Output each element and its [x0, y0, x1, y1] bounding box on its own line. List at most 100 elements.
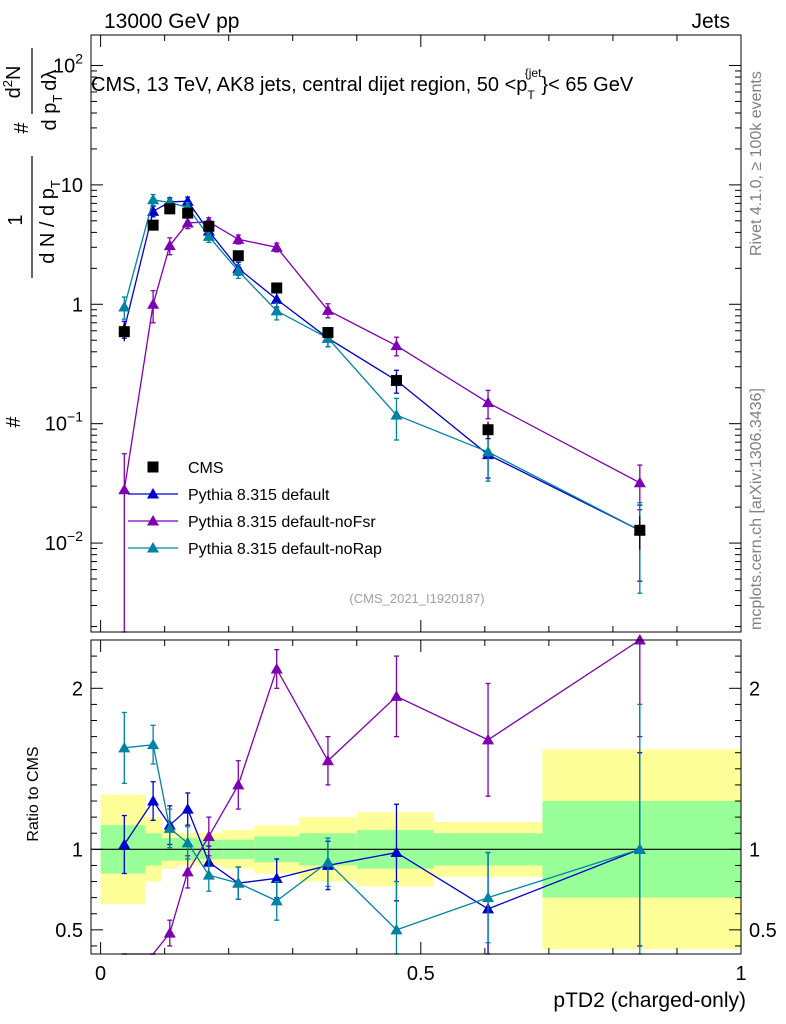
ratio-point-default	[270, 872, 283, 883]
main-ytick-label: 10−1	[45, 409, 83, 436]
main-ylabel: # 1 d N / d pT # d2N d pTdλ	[0, 48, 65, 428]
main-point-cms	[322, 327, 334, 339]
main-series-group	[118, 193, 646, 633]
ylabel-d2n: d2N	[0, 66, 25, 99]
legend-label-default: Pythia 8.315 default	[188, 487, 330, 504]
main-ytick-label-base: 10	[53, 55, 75, 77]
main-point-cms	[482, 424, 494, 436]
ratio-point-noFsr	[270, 662, 283, 674]
analysis-ref: (CMS_2021_I1920187)	[349, 591, 484, 606]
xtick-label: 0.5	[407, 963, 435, 985]
side-label-rivet: Rivet 4.1.0, ≥ 100k events	[748, 71, 765, 256]
ratio-point-noRap	[390, 923, 403, 935]
legend-marker-default	[147, 488, 159, 499]
ylabel-one: 1	[5, 214, 27, 225]
ratio-point-default	[390, 846, 403, 858]
chart-title-sub: T	[527, 88, 535, 102]
ylabel-d2n-n: N	[3, 66, 25, 80]
ratio-point-noRap	[633, 843, 646, 854]
chart-title: CMS, 13 TeV, AK8 jets, central dijet reg…	[91, 66, 634, 102]
main-point-noFsr	[633, 476, 646, 488]
ratio-frame	[90, 639, 742, 955]
side-label-mcplots: mcplots.cern.ch [arXiv:1306.3436]	[748, 388, 765, 630]
main-point-cms	[203, 220, 215, 232]
main-point-noFsr	[163, 239, 176, 251]
ratio-point-noRap	[270, 894, 283, 906]
ratio-point-default	[147, 795, 160, 806]
ylabel-d2n-sup: 2	[0, 80, 15, 87]
legend-marker-noRap	[147, 542, 159, 553]
main-ytick-label: 10−2	[45, 528, 83, 555]
main-point-cms	[182, 207, 194, 219]
ratio-ytick-label: 0.5	[55, 920, 83, 942]
main-frame	[90, 34, 742, 633]
ylabel-dl: dλ	[39, 70, 61, 91]
xtick-label: 0	[95, 963, 106, 985]
ratio-ytick-label-right: 2	[749, 678, 760, 700]
main-point-noRap	[147, 193, 160, 205]
ratio-point-noRap	[181, 836, 194, 848]
main-point-noFsr	[118, 483, 131, 495]
ratio-point-noRap	[147, 738, 160, 750]
ylabel-d2n-d: d	[3, 87, 25, 98]
main-point-cms	[147, 219, 159, 231]
ratio-point-noFsr	[482, 733, 495, 745]
main-line-noRap	[123, 199, 641, 531]
main-point-noFsr	[270, 241, 283, 252]
main-ytick-label-base: 1	[72, 294, 83, 316]
ratio-ytick-label: 2	[72, 678, 83, 700]
main-point-cms	[634, 524, 646, 536]
ratio-point-noRap	[321, 856, 334, 867]
main-ytick-label-base: 10	[45, 533, 67, 555]
chart-title-end: < 65 GeV	[548, 74, 634, 96]
ylabel-dpt-dl: d pTdλ	[39, 70, 65, 131]
ratio-point-noRap	[118, 741, 131, 753]
ratio-point-noFsr	[181, 865, 194, 877]
main-line-default	[123, 200, 641, 531]
ratio-point-noRap	[232, 877, 245, 888]
ylabel-dpt-main: d p	[39, 103, 61, 131]
ratio-band-group	[91, 749, 741, 950]
main-point-noRap	[202, 230, 215, 241]
main-point-cms	[271, 282, 283, 294]
main-ytick-label: 10	[61, 175, 83, 197]
ratio-point-noRap	[163, 822, 176, 833]
header-left: 13000 GeV pp	[104, 10, 239, 33]
chart-title-sup: {jet	[525, 66, 542, 80]
ratio-point-default	[118, 838, 131, 850]
main-point-noRap	[270, 304, 283, 316]
ylabel-hash1: #	[3, 416, 25, 428]
xlabel: pTD2 (charged-only)	[553, 989, 746, 1012]
ratio-plot: 0 0.5 10.5 0.51 12 2	[55, 634, 777, 985]
ratio-ytick-label-right: 0.5	[749, 920, 777, 942]
ratio-point-noFsr	[232, 778, 245, 790]
ratio-axes: 0 0.5 10.5 0.51 12 2	[55, 640, 777, 985]
ratio-point-noRap	[202, 869, 215, 880]
ratio-ylabel: Ratio to CMS	[25, 746, 42, 841]
legend-marker-cms	[147, 461, 159, 473]
ratio-point-default	[181, 803, 194, 814]
legend-label-cms: CMS	[188, 460, 224, 477]
ratio-point-noFsr	[321, 754, 334, 766]
ratio-point-noFsr	[163, 927, 176, 938]
main-point-cms	[390, 374, 402, 386]
main-ytick-label-exp: −2	[67, 528, 83, 544]
main-point-noRap	[482, 445, 495, 457]
xtick-label: 1	[735, 963, 746, 985]
main-ytick-label: 1	[72, 294, 83, 316]
main-point-noFsr	[482, 396, 495, 408]
legend: CMS Pythia 8.315 default Pythia 8.315 defa…	[128, 460, 382, 558]
ratio-ytick-label-right: 1	[749, 839, 760, 861]
legend-label-noRap: Pythia 8.315 default-noRap	[188, 541, 382, 558]
main-ytick-label-base: 10	[61, 175, 83, 197]
main-line-noFsr	[123, 221, 641, 490]
main-point-noFsr	[390, 339, 403, 351]
ratio-point-noFsr	[390, 690, 403, 701]
main-ytick-label-exp: 2	[75, 50, 83, 66]
ylabel-dn-dpt-main: d N / d p	[37, 188, 59, 264]
main-point-noRap	[118, 300, 131, 312]
ratio-point-noFsr	[202, 830, 215, 841]
ylabel-dn-dpt: d N / d pT	[37, 180, 63, 264]
